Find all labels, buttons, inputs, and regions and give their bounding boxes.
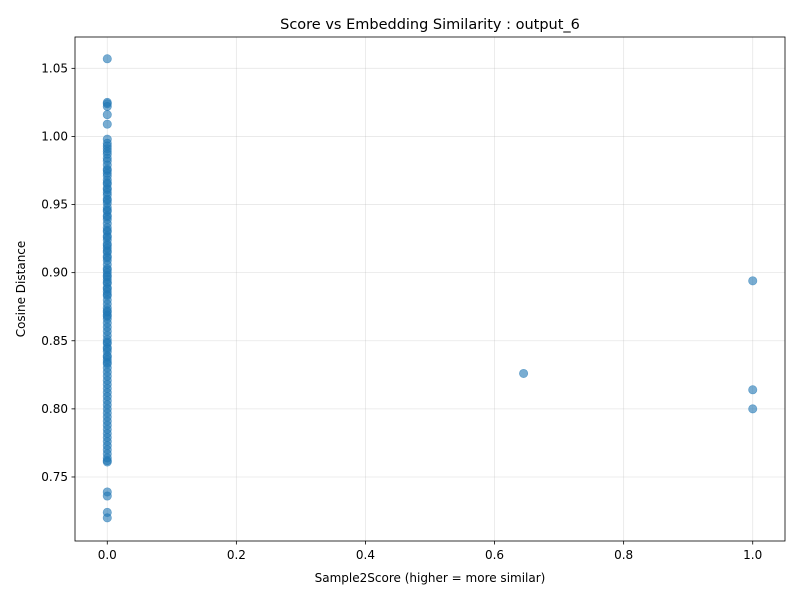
data-point — [102, 101, 112, 111]
x-tick-label: 0.6 — [485, 548, 504, 562]
data-point — [102, 178, 112, 188]
data-point — [102, 491, 112, 501]
x-tick-label: 0.8 — [614, 548, 633, 562]
data-point — [102, 265, 112, 275]
data-point — [102, 513, 112, 523]
y-tick-label: 0.95 — [41, 198, 68, 212]
data-point — [102, 153, 112, 163]
data-point — [102, 205, 112, 215]
data-point — [102, 225, 112, 235]
data-points — [102, 54, 758, 523]
data-point — [102, 358, 112, 368]
data-point — [102, 457, 112, 467]
chart-title: Score vs Embedding Similarity : output_6 — [280, 17, 580, 33]
y-tick-label: 0.90 — [41, 266, 68, 280]
data-point — [102, 110, 112, 120]
y-tick-label: 0.85 — [41, 334, 68, 348]
data-point — [748, 404, 758, 414]
data-point — [748, 385, 758, 395]
y-axis-ticks: 0.75 0.80 0.85 0.90 0.95 1.00 1.05 — [41, 61, 75, 484]
y-tick-label: 0.80 — [41, 402, 68, 416]
data-point — [102, 306, 112, 316]
plot-frame — [74, 36, 786, 542]
x-axis-ticks: 0.0 0.2 0.4 0.6 0.8 1.0 — [98, 541, 762, 562]
x-tick-label: 0.2 — [227, 548, 246, 562]
data-point — [102, 240, 112, 250]
data-point — [519, 368, 529, 378]
data-point — [102, 119, 112, 129]
data-point — [102, 195, 112, 205]
x-tick-label: 0.4 — [356, 548, 375, 562]
y-grid-lines — [75, 67, 785, 478]
y-tick-label: 1.05 — [41, 61, 68, 75]
data-point — [102, 54, 112, 64]
data-point — [748, 276, 758, 286]
x-tick-label: 0.0 — [98, 548, 117, 562]
y-tick-label: 0.75 — [41, 470, 68, 484]
data-point — [102, 165, 112, 175]
x-axis-title: Sample2Score (higher = more similar) — [315, 571, 546, 585]
y-axis-title: Cosine Distance — [14, 241, 28, 338]
y-tick-label: 1.00 — [41, 129, 68, 143]
plot-area-background — [75, 37, 785, 541]
x-tick-label: 1.0 — [743, 548, 762, 562]
data-point — [102, 344, 112, 354]
